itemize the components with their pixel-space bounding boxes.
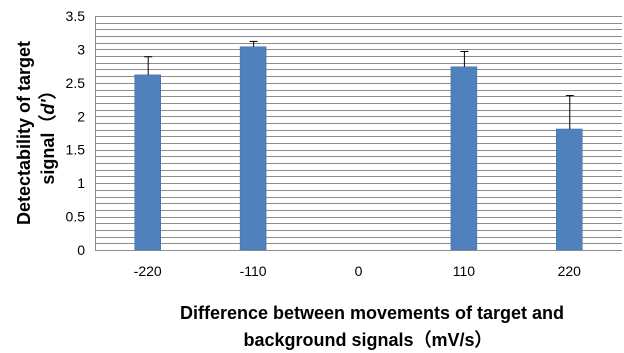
x-tick-label: -110 — [240, 263, 267, 279]
x-tick-label: -220 — [134, 263, 162, 279]
y-tick-label: 3 — [77, 41, 85, 57]
x-tick-label: 220 — [558, 263, 582, 279]
y-tick-labels: 0 0.5 1 1.5 2 2.5 3 3.5 — [66, 8, 86, 258]
y-axis-title: Detectability of target — [14, 41, 34, 225]
y-tick-label: 3.5 — [66, 8, 86, 24]
bar — [239, 46, 267, 251]
y-tick-label: 0 — [77, 242, 85, 258]
gridlines — [95, 16, 622, 251]
y-tick-label: 1 — [77, 175, 85, 191]
x-tick-label: 110 — [453, 263, 476, 279]
x-axis-title-line2: background signals（mV/s） — [243, 330, 492, 350]
y-axis-title-line2-italic: d' — [38, 99, 58, 115]
y-tick-label: 2 — [77, 108, 85, 124]
bar — [450, 66, 478, 251]
x-tick-label: 0 — [355, 263, 363, 279]
x-axis-title-line1: Difference between movements of target a… — [180, 303, 564, 323]
y-tick-label: 2.5 — [66, 75, 86, 91]
bar — [134, 74, 161, 251]
axes — [95, 16, 622, 251]
y-tick-label: 1.5 — [66, 142, 86, 158]
y-axis-title-line2-prefix: signal（ — [38, 115, 58, 185]
bars — [134, 46, 583, 251]
x-tick-labels: -220 -110 0 110 220 — [134, 263, 582, 279]
bar — [556, 128, 583, 251]
y-axis-title-second-line: signal（d'） — [38, 81, 58, 184]
y-axis-title-line2-suffix: ） — [38, 81, 58, 99]
y-axis-title-line1: Detectability of target — [14, 41, 34, 225]
y-tick-label: 0.5 — [66, 209, 86, 225]
error-bars — [144, 40, 574, 129]
